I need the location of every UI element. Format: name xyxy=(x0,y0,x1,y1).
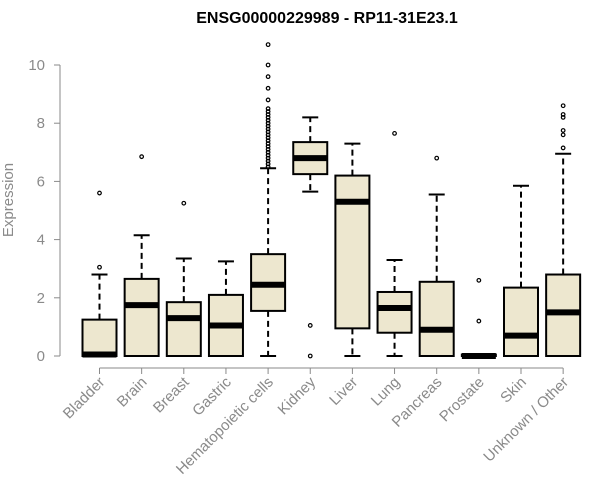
outlier-point xyxy=(265,85,271,91)
box-lung xyxy=(376,130,413,357)
box-rect xyxy=(376,290,413,334)
box-gastric xyxy=(207,260,244,358)
outlier-point xyxy=(265,109,271,114)
outlier-point xyxy=(265,120,271,126)
box-rect xyxy=(123,277,160,358)
outlier-point xyxy=(97,264,102,270)
outlier-point xyxy=(265,129,271,135)
outlier-point xyxy=(265,42,271,48)
outlier-point xyxy=(265,135,271,141)
y-tick-label: 2 xyxy=(37,290,45,307)
outlier-point xyxy=(476,318,482,324)
outlier-point xyxy=(392,130,397,136)
outlier-point xyxy=(560,132,566,138)
box-breast xyxy=(165,200,202,358)
box-rect xyxy=(503,286,539,357)
outlier-point xyxy=(265,146,271,152)
x-tick-label: Bladder xyxy=(60,374,109,423)
y-tick-label: 6 xyxy=(37,173,45,190)
box-liver xyxy=(334,142,371,357)
outlier-point xyxy=(265,138,271,144)
box-unknown-other xyxy=(545,103,582,357)
box-skin xyxy=(503,184,539,357)
x-tick-label: Skin xyxy=(497,374,530,407)
box-rect xyxy=(81,318,118,357)
outlier-point xyxy=(265,164,271,170)
x-tick-label: Brain xyxy=(114,374,151,411)
x-tick-label: Liver xyxy=(326,374,361,409)
outlier-point xyxy=(265,117,271,123)
outlier-point xyxy=(265,126,271,132)
x-tick-label: Breast xyxy=(150,373,193,416)
outlier-point xyxy=(265,141,271,146)
outlier-point xyxy=(476,277,482,283)
y-axis-label: Expression xyxy=(0,163,17,237)
outlier-point xyxy=(265,149,271,155)
outlier-point xyxy=(265,161,271,167)
outlier-point xyxy=(265,152,271,158)
x-tick-label: Prostate xyxy=(436,374,488,426)
box-pancreas xyxy=(418,155,455,358)
y-tick-label: 0 xyxy=(37,348,45,365)
outlier-point xyxy=(265,62,271,68)
y-tick-label: 10 xyxy=(28,57,45,74)
outlier-point xyxy=(139,154,145,160)
box-rect xyxy=(165,301,202,358)
outlier-point xyxy=(560,112,566,117)
outlier-point xyxy=(307,323,313,328)
box-bladder xyxy=(81,190,118,358)
box-series xyxy=(81,42,582,359)
chart-title: ENSG00000229989 - RP11-31E23.1 xyxy=(196,10,458,27)
outlier-point xyxy=(560,103,566,109)
outlier-point xyxy=(265,97,271,103)
outlier-point xyxy=(560,145,566,151)
box-brain xyxy=(123,154,160,358)
outlier-point xyxy=(97,190,102,196)
y-tick-label: 8 xyxy=(37,115,45,132)
outlier-point xyxy=(265,158,271,164)
outlier-point xyxy=(265,123,271,129)
outlier-point xyxy=(265,74,271,80)
outlier-point xyxy=(265,155,271,161)
box-rect xyxy=(418,280,455,358)
outlier-point xyxy=(265,114,271,120)
outlier-point xyxy=(265,106,271,112)
outlier-point xyxy=(265,132,271,138)
box-prostate xyxy=(460,277,497,359)
outlier-point xyxy=(307,353,313,359)
outlier-point xyxy=(560,114,566,120)
y-tick-label: 4 xyxy=(37,232,45,249)
outlier-point xyxy=(265,144,271,149)
outlier-point xyxy=(434,155,440,161)
outlier-point xyxy=(265,112,271,117)
box-rect xyxy=(334,174,371,330)
box-hematopoietic-cells xyxy=(250,42,287,357)
outlier-point xyxy=(560,128,566,133)
y-axis: 0 2 4 6 8 10 xyxy=(28,57,61,365)
outlier-point xyxy=(181,200,187,206)
x-tick-label: Lung xyxy=(368,374,404,410)
box-kidney xyxy=(292,116,329,359)
x-tick-label: Kidney xyxy=(275,373,320,418)
